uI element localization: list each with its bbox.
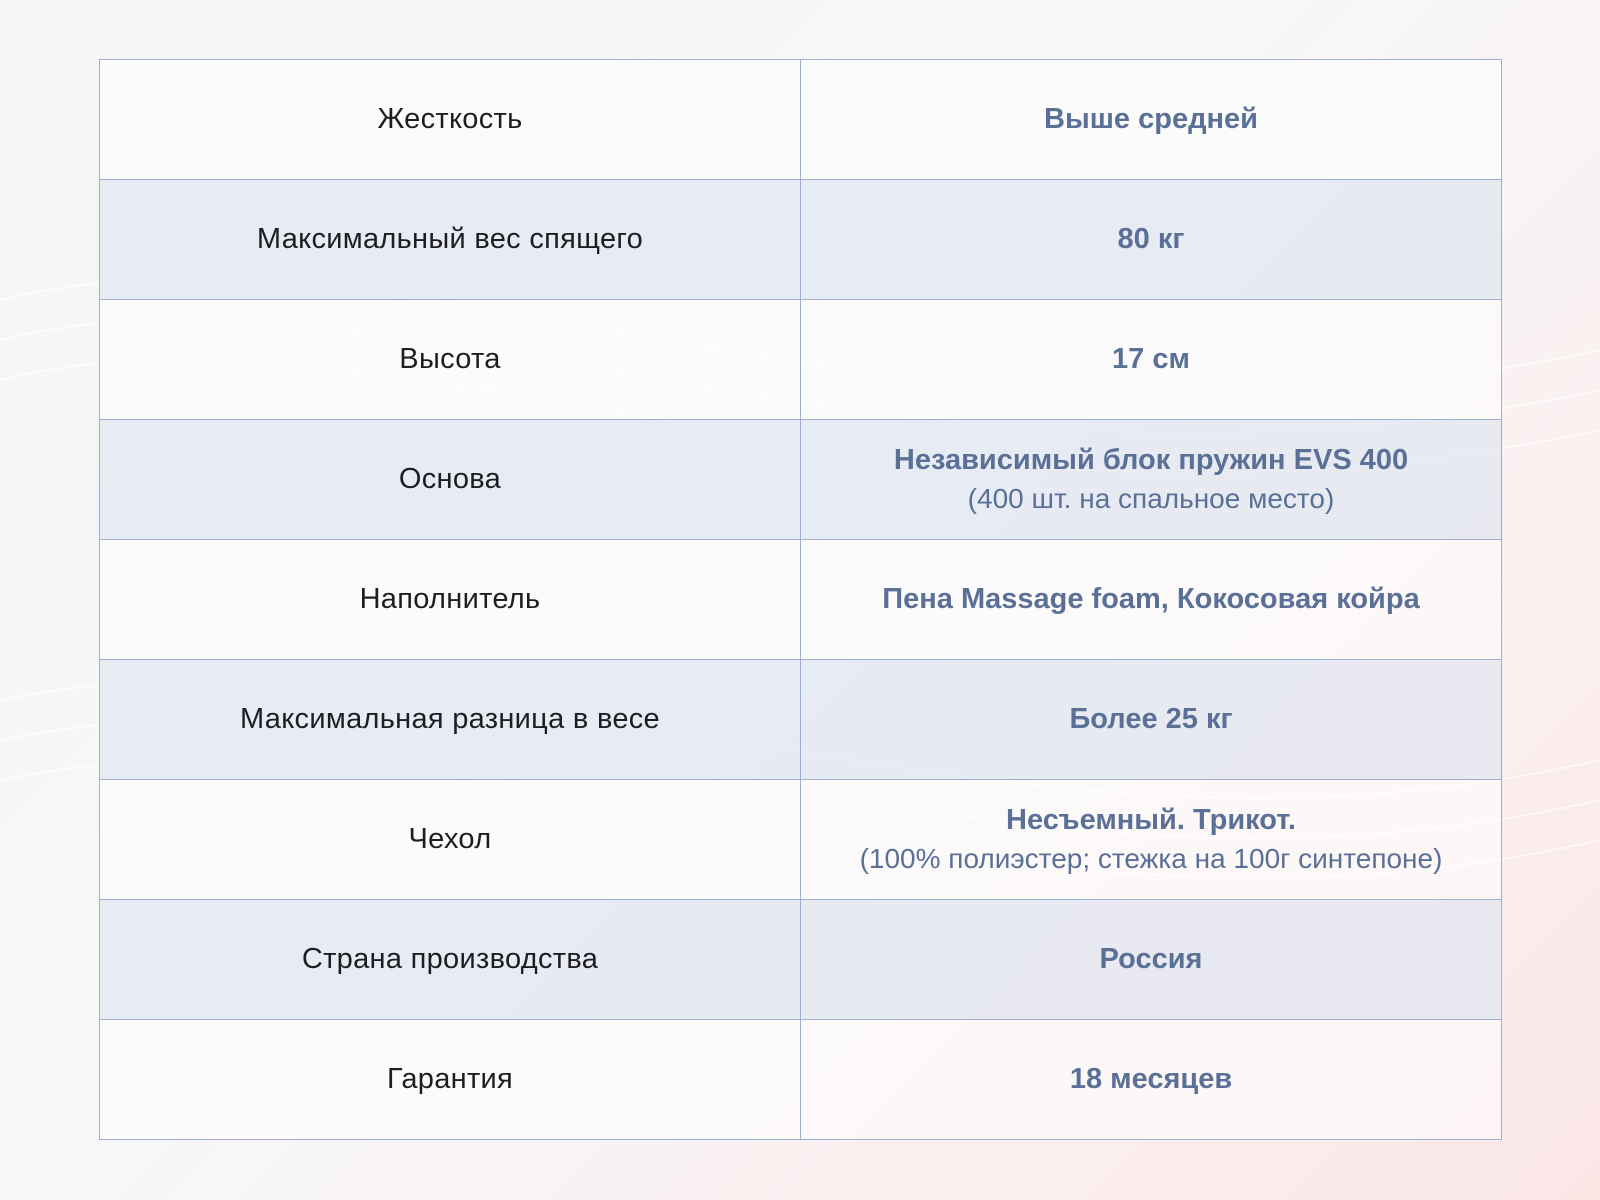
spec-value: Пена Massage foam, Кокосовая койра: [882, 583, 1420, 615]
table-row: Максимальная разница в весе Более 25 кг: [99, 659, 1502, 780]
spec-label-cell: Максимальный вес спящего: [99, 179, 801, 300]
spec-label: Высота: [399, 343, 501, 375]
table-row: Наполнитель Пена Massage foam, Кокосовая…: [99, 539, 1502, 660]
table-row: Чехол Несъемный. Трикот. (100% полиэстер;…: [99, 779, 1502, 900]
spec-value-cell: Независимый блок пружин EVS 400 (400 шт. …: [800, 419, 1502, 540]
spec-note: (400 шт. на спальное место): [967, 483, 1335, 514]
spec-value-cell: 18 месяцев: [800, 1019, 1502, 1140]
spec-value: 17 см: [1112, 343, 1190, 375]
spec-value: 80 кг: [1117, 223, 1185, 255]
spec-label: Чехол: [408, 823, 492, 855]
spec-value-cell: Несъемный. Трикот. (100% полиэстер; стежк…: [800, 779, 1502, 900]
spec-value: Россия: [1099, 943, 1203, 975]
spec-value: Более 25 кг: [1069, 703, 1233, 735]
spec-label-cell: Гарантия: [99, 1019, 801, 1140]
spec-value: Несъемный. Трикот.: [1006, 804, 1296, 836]
spec-value: Выше средней: [1044, 103, 1258, 135]
table-row: Высота 17 см: [99, 299, 1502, 420]
table-row: Страна производства Россия: [99, 899, 1502, 1020]
spec-note: (100% полиэстер; стежка на 100г синтепон…: [859, 843, 1443, 874]
spec-label: Максимальный вес спящего: [256, 223, 644, 255]
spec-label: Гарантия: [386, 1063, 514, 1095]
spec-label: Максимальная разница в весе: [240, 703, 660, 735]
spec-label: Наполнитель: [359, 583, 541, 615]
spec-value-cell: 17 см: [800, 299, 1502, 420]
spec-value-cell: Более 25 кг: [800, 659, 1502, 780]
spec-label-cell: Основа: [99, 419, 801, 540]
spec-label-cell: Чехол: [99, 779, 801, 900]
table-row: Гарантия 18 месяцев: [99, 1019, 1502, 1140]
spec-label-cell: Максимальная разница в весе: [99, 659, 801, 780]
spec-value-cell: 80 кг: [800, 179, 1502, 300]
spec-label-cell: Наполнитель: [99, 539, 801, 660]
spec-label: Жесткость: [377, 103, 523, 135]
table-row: Жесткость Выше средней: [99, 59, 1502, 180]
spec-label-cell: Страна производства: [99, 899, 801, 1020]
spec-value: Независимый блок пружин EVS 400: [893, 444, 1409, 476]
specs-table: Жесткость Выше средней Максимальный вес …: [99, 59, 1502, 1140]
table-row: Максимальный вес спящего 80 кг: [99, 179, 1502, 300]
spec-label-cell: Жесткость: [99, 59, 801, 180]
spec-value-cell: Пена Massage foam, Кокосовая койра: [800, 539, 1502, 660]
spec-value-cell: Россия: [800, 899, 1502, 1020]
spec-label: Страна производства: [301, 943, 599, 975]
spec-label: Основа: [398, 463, 502, 495]
spec-label-cell: Высота: [99, 299, 801, 420]
table-row: Основа Независимый блок пружин EVS 400 (4…: [99, 419, 1502, 540]
spec-value: 18 месяцев: [1069, 1063, 1233, 1095]
spec-value-cell: Выше средней: [800, 59, 1502, 180]
